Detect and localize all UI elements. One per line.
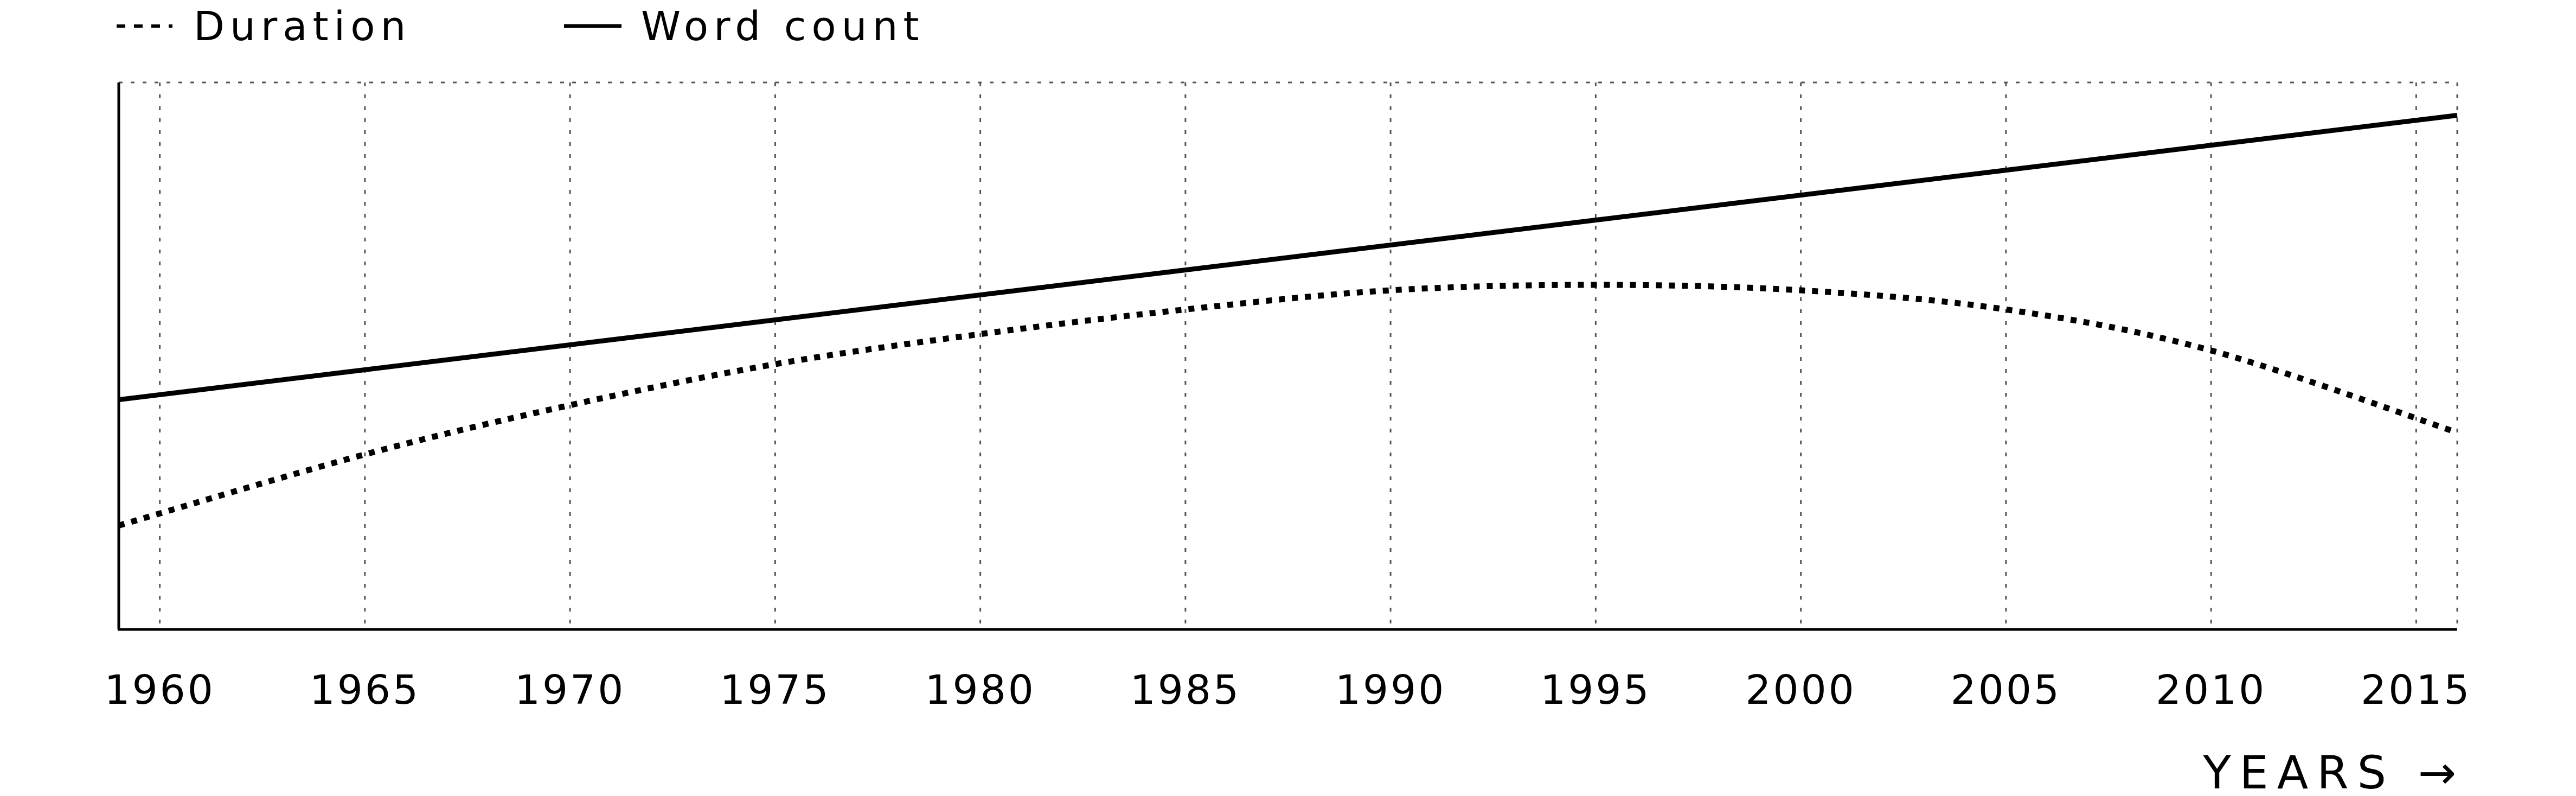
x-tick-label-1970: 1970 [515,667,625,714]
series [118,113,2458,528]
series-line-duration [118,282,2458,528]
x-tick-label-1980: 1980 [925,667,1035,714]
grid [119,81,2458,629]
axes [117,82,2457,631]
x-tick-label-2015: 2015 [2361,667,2471,714]
x-tick-label-1990: 1990 [1335,667,1446,714]
x-tick-label-1965: 1965 [310,667,420,714]
x-tick-label-2005: 2005 [1951,667,2061,714]
x-axis-title: YEARS → [2202,746,2465,796]
x-tick-label-2000: 2000 [1745,667,1856,714]
legend: Duration Word count [117,3,925,50]
x-tick-label-1985: 1985 [1130,667,1241,714]
x-tick-labels: 1960 1965 1970 1975 1980 1985 1990 1995 2000 2005… [104,667,2471,714]
x-tick-label-1960: 1960 [104,667,215,714]
legend-duration-label: Duration [194,3,411,50]
x-tick-label-2010: 2010 [2156,667,2266,714]
series-line-word-count [118,113,2458,403]
x-tick-label-1995: 1995 [1540,667,1651,714]
legend-word-count-label: Word count [641,3,925,50]
x-tick-label-1975: 1975 [720,667,830,714]
